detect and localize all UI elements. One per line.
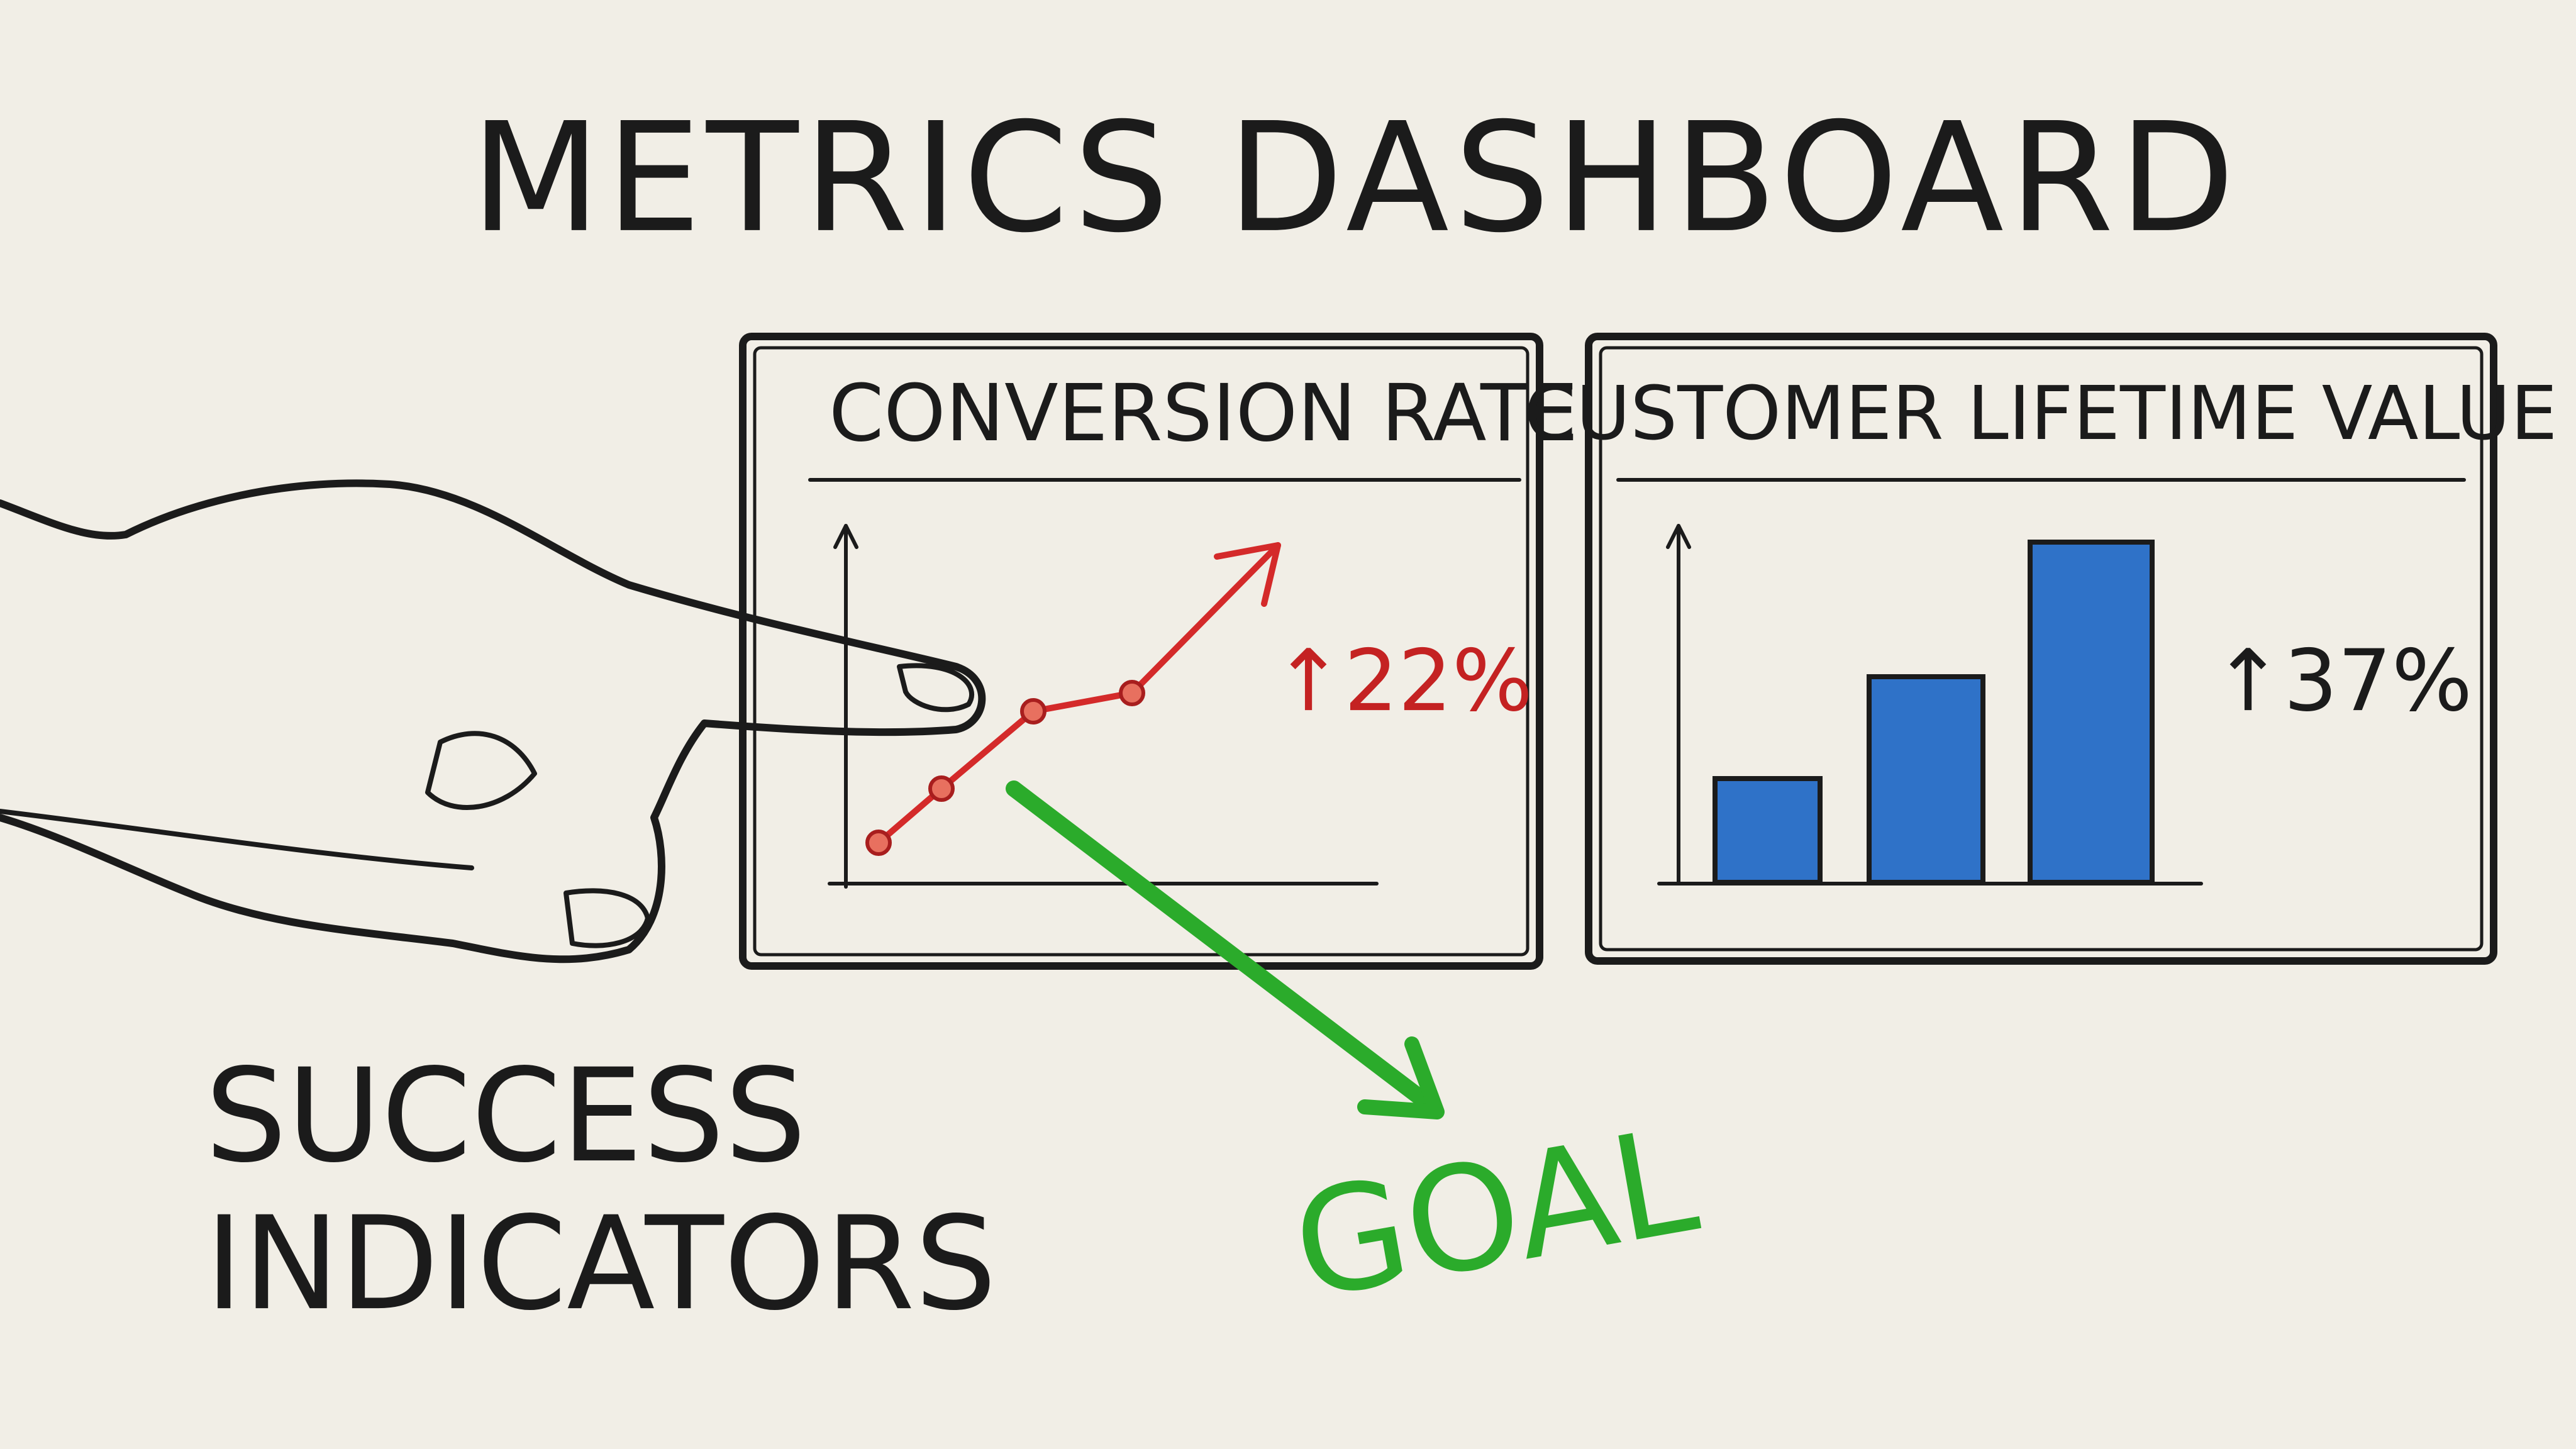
trend-arrowhead <box>1214 542 1281 607</box>
pointing-hand <box>0 479 986 963</box>
trend-point <box>1020 698 1046 724</box>
change-label: ↑22% <box>1273 631 1533 730</box>
arrow-shaft <box>1006 780 1439 1114</box>
trend-point <box>928 775 955 802</box>
change-label: ↑37% <box>2212 631 2472 730</box>
y-axis-arrow <box>833 524 858 549</box>
fingernail <box>897 663 974 713</box>
bar-sketch <box>2028 540 2155 885</box>
bar-sketch <box>1713 776 1823 885</box>
side-label-line: SUCCESS <box>205 1041 806 1191</box>
page-title: METRICS DASHBOARD <box>470 90 2240 266</box>
conversion-panel: CONVERSION RATE ↑22% <box>739 333 1578 970</box>
panel-frame <box>1585 333 2497 965</box>
panel-inner-frame <box>1599 346 2484 952</box>
panel-title: CONVERSION RATE <box>829 368 1578 459</box>
panel-frame <box>739 333 1543 970</box>
thumbnail <box>564 888 650 948</box>
bar-sketch <box>1867 674 1985 885</box>
curled-finger <box>425 731 537 810</box>
goal-arrow <box>1006 780 1445 1119</box>
arrow-head <box>1357 1036 1445 1119</box>
panel-inner-frame <box>753 346 1530 957</box>
hand-outline <box>0 479 986 963</box>
panel-title: CUSTOMER LIFETIME VALUE <box>1524 370 2558 457</box>
y-axis-arrow <box>1666 524 1691 549</box>
trend-point <box>865 830 892 856</box>
side-label-line: INDICATORS <box>205 1189 997 1339</box>
clv-panel: CUSTOMER LIFETIME VALUE ↑37% <box>1524 333 2558 965</box>
trend-point <box>1119 680 1145 706</box>
finger-crease <box>0 809 474 870</box>
